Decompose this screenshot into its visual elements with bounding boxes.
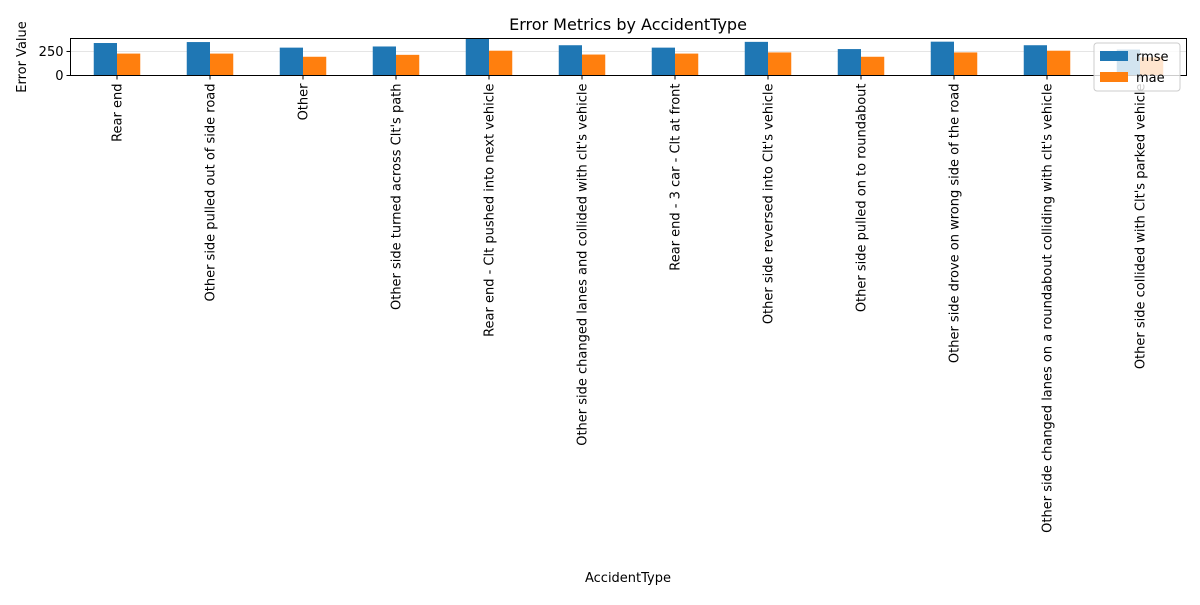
bar-mae <box>954 52 978 76</box>
x-tick-label: Other side reversed into Clt's vehicle <box>762 84 777 325</box>
bar-mae <box>210 53 234 76</box>
bars <box>93 38 1164 76</box>
legend-swatch-mae <box>1100 72 1128 82</box>
x-tick-label: Other side turned across Clt's path <box>390 84 405 311</box>
bar-rmse <box>558 45 582 76</box>
x-tick-label: Rear end <box>111 84 126 142</box>
bar-mae <box>303 56 327 76</box>
legend-swatch-rmse <box>1100 51 1128 61</box>
y-tick-label: 250 <box>39 45 64 60</box>
legend: rmse mae <box>1093 42 1181 92</box>
plot-frame <box>70 38 1187 76</box>
bar-mae <box>396 54 420 76</box>
x-tick-label: Other side pulled on to roundabout <box>855 84 870 313</box>
bar-mae <box>117 53 141 76</box>
x-tick-label: Other side pulled out of side road <box>204 84 219 302</box>
grid-lines <box>70 51 1187 76</box>
bar-mae <box>582 54 606 76</box>
y-axis: 0 250 <box>39 45 71 84</box>
y-tick-label: 0 <box>55 69 63 84</box>
bar-rmse <box>837 49 861 76</box>
bar-rmse <box>651 47 675 76</box>
x-tick-label: Other side collided with Clt's parked ve… <box>1134 84 1149 370</box>
bar-rmse <box>1023 45 1047 76</box>
bar-rmse <box>930 41 954 76</box>
x-axis: Rear end Other side pulled out of side ro… <box>111 75 1149 533</box>
bar-rmse <box>465 38 489 76</box>
bar-mae <box>1047 50 1071 76</box>
x-tick-label: Other side changed lanes and collided wi… <box>576 84 591 446</box>
bar-rmse <box>279 47 303 76</box>
bar-mae <box>489 50 513 76</box>
x-tick-label: Rear end - 3 car - Clt at front <box>669 84 684 271</box>
bar-mae <box>675 53 699 76</box>
y-axis-label: Error Value <box>15 21 30 93</box>
bar-mae <box>768 52 792 76</box>
x-tick-label: Other side changed lanes on a roundabout… <box>1041 84 1056 533</box>
x-axis-label: AccidentType <box>585 571 671 586</box>
x-tick-label: Other <box>297 83 312 121</box>
bar-rmse <box>372 46 396 76</box>
legend-label-rmse: rmse <box>1136 50 1169 65</box>
legend-label-mae: mae <box>1136 71 1165 86</box>
bar-rmse <box>93 43 117 76</box>
x-tick-label: Other side drove on wrong side of the ro… <box>948 84 963 364</box>
x-tick-label: Rear end - Clt pushed into next vehicle <box>483 83 498 336</box>
chart-title: Error Metrics by AccidentType <box>509 15 747 34</box>
bar-mae <box>861 56 885 76</box>
bar-rmse <box>744 41 768 76</box>
bar-rmse <box>186 42 210 76</box>
